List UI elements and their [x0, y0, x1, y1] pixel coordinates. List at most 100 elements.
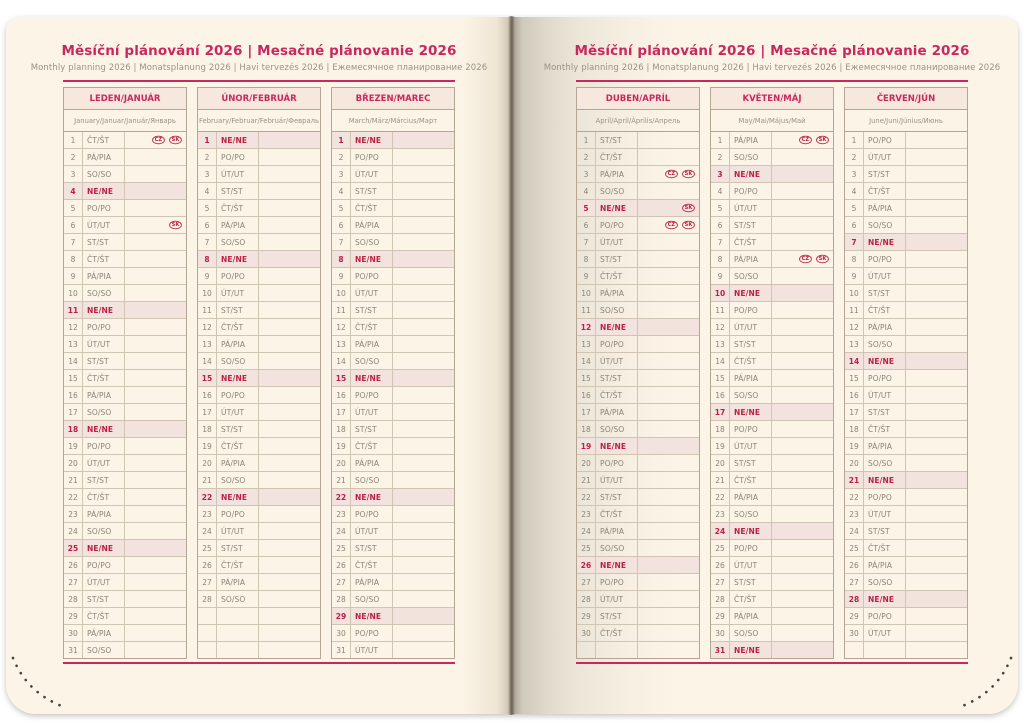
day-note-area — [772, 557, 833, 573]
day-number: 6 — [64, 217, 83, 233]
day-name: ČT/ŠT — [217, 200, 259, 216]
day-note-area — [125, 608, 186, 624]
day-note-area — [772, 540, 833, 556]
day-row: 12 ČT/ŠT — [332, 318, 454, 335]
day-name: NE/NE — [217, 132, 259, 148]
day-name: SO/SO — [864, 574, 906, 590]
day-number: 10 — [332, 285, 351, 301]
day-row: 6 PÁ/PIA — [198, 216, 320, 233]
day-name: SO/SO — [351, 234, 393, 250]
day-number: 30 — [577, 625, 596, 641]
day-name: ČT/ŠT — [351, 200, 393, 216]
day-name: NE/NE — [351, 132, 393, 148]
day-number: 30 — [332, 625, 351, 641]
day-row: 9 PO/PO — [198, 267, 320, 284]
day-row: 5 ÚT/UT — [711, 199, 833, 216]
day-number: 3 — [711, 166, 730, 182]
day-name: ST/ST — [864, 523, 906, 539]
day-name: SO/SO — [730, 149, 772, 165]
day-name: ST/ST — [730, 455, 772, 471]
day-number: 14 — [332, 353, 351, 369]
day-number: 12 — [577, 319, 596, 335]
day-note-area — [125, 506, 186, 522]
day-name: ČT/ŠT — [351, 438, 393, 454]
day-note-area — [772, 217, 833, 233]
day-note-area — [906, 489, 967, 505]
page-left: Měsíční plánování 2026 | Mesačné plánova… — [6, 17, 512, 714]
day-row: 17 ST/ST — [845, 403, 967, 420]
day-note-area — [906, 574, 967, 590]
day-note-area — [125, 557, 186, 573]
day-number: 10 — [64, 285, 83, 301]
day-note-area — [259, 472, 320, 488]
page-subtitle: Monthly planning 2026 | Monatsplanung 20… — [30, 63, 488, 73]
day-name: NE/NE — [864, 234, 906, 250]
day-number: 6 — [332, 217, 351, 233]
day-name: NE/NE — [730, 285, 772, 301]
day-row — [198, 624, 320, 641]
day-name: SO/SO — [730, 506, 772, 522]
day-row: 17 PÁ/PIA — [577, 403, 699, 420]
page-subtitle: Monthly planning 2026 | Monatsplanung 20… — [543, 63, 1001, 73]
day-row: 14 ST/ST — [64, 352, 186, 369]
day-name: PÁ/PIA — [351, 574, 393, 590]
day-row: 10 PÁ/PIA — [577, 284, 699, 301]
day-note-area — [772, 574, 833, 590]
day-row: 27 PÁ/PIA — [332, 573, 454, 590]
months-row: LEDEN/JANUÁR January/Januar/Január/Январ… — [63, 87, 455, 659]
day-name: PO/PO — [596, 574, 638, 590]
day-name: SO/SO — [730, 387, 772, 403]
day-row — [845, 641, 967, 658]
day-row: 18 ST/ST — [198, 420, 320, 437]
day-note-area — [772, 353, 833, 369]
day-name: ČT/ŠT — [351, 557, 393, 573]
day-number: 28 — [845, 591, 864, 607]
day-note-area — [638, 132, 699, 148]
day-row: 4 SO/SO — [577, 182, 699, 199]
day-note-area — [638, 489, 699, 505]
day-row: 25 SO/SO — [577, 539, 699, 556]
day-name: ČT/ŠT — [596, 387, 638, 403]
day-row: 15 PO/PO — [845, 369, 967, 386]
day-row: 22 NE/NE — [198, 488, 320, 505]
day-note-area — [259, 353, 320, 369]
month-rows: 1 NE/NE 2 PO/PO 3 ÚT/UT 4 ST/ST 5 ČT/ŠT … — [198, 132, 320, 658]
day-name: PO/PO — [351, 268, 393, 284]
day-number: 20 — [845, 455, 864, 471]
day-row: 27 SO/SO — [845, 573, 967, 590]
months-row: DUBEN/APRÍL April/April/Április/Апрель 1… — [576, 87, 968, 659]
day-number: 14 — [198, 353, 217, 369]
day-name: SO/SO — [83, 404, 125, 420]
day-name: ČT/ŠT — [83, 489, 125, 505]
day-row: 14 ČT/ŠT — [711, 352, 833, 369]
day-name: SO/SO — [596, 302, 638, 318]
day-name: PO/PO — [596, 455, 638, 471]
day-name: PÁ/PIA — [351, 455, 393, 471]
day-row: 1 ST/ST — [577, 132, 699, 148]
day-name: ÚT/UT — [83, 336, 125, 352]
day-number: 21 — [332, 472, 351, 488]
day-name: PÁ/PIA — [864, 319, 906, 335]
day-name: ČT/ŠT — [596, 149, 638, 165]
day-name: PÁ/PIA — [217, 574, 259, 590]
day-name: ÚT/UT — [351, 523, 393, 539]
day-row: 11 ČT/ŠT — [845, 301, 967, 318]
day-note-area — [393, 183, 454, 199]
day-row: 1 PÁ/PIA CZ SK — [711, 132, 833, 148]
day-row: 21 SO/SO — [332, 471, 454, 488]
day-row: 25 ST/ST — [198, 539, 320, 556]
day-number: 6 — [711, 217, 730, 233]
day-number: 21 — [64, 472, 83, 488]
day-number: 16 — [845, 387, 864, 403]
day-number: 29 — [711, 608, 730, 624]
day-number: 12 — [332, 319, 351, 335]
day-number: 1 — [845, 132, 864, 148]
day-note-area — [906, 166, 967, 182]
day-number: 13 — [332, 336, 351, 352]
day-note-area — [638, 234, 699, 250]
day-row: 13 ST/ST — [711, 335, 833, 352]
day-row: 13 PÁ/PIA — [198, 335, 320, 352]
day-number: 26 — [577, 557, 596, 573]
day-note-area — [772, 506, 833, 522]
day-row: 7 ÚT/UT — [577, 233, 699, 250]
